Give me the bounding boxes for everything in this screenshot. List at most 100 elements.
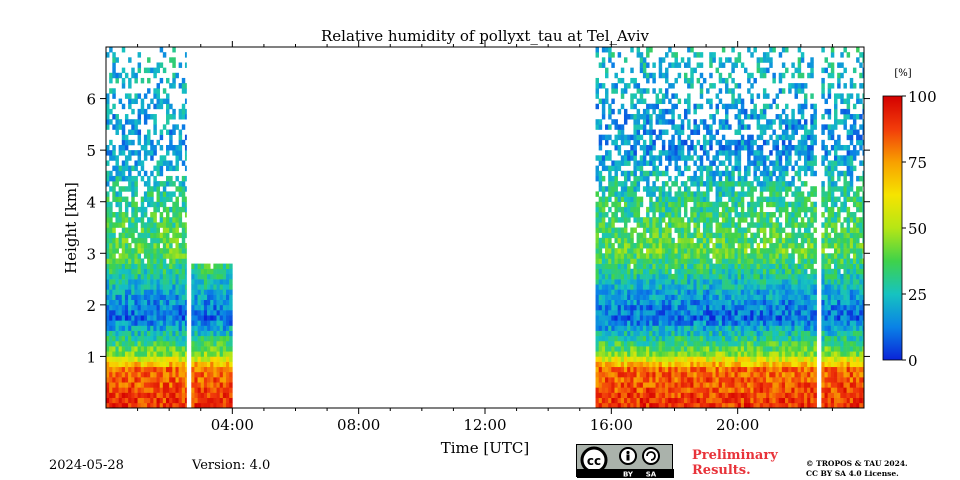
heatmap-cell	[671, 222, 675, 228]
heatmap-cell	[743, 67, 748, 74]
heatmap-cell	[595, 377, 599, 383]
heatmap-cell	[210, 320, 214, 326]
heatmap-cell	[598, 371, 603, 378]
heatmap-cell	[725, 371, 729, 378]
heatmap-cell	[598, 134, 603, 141]
heatmap-cell	[605, 377, 609, 383]
heatmap-cell	[693, 67, 697, 74]
heatmap-cell	[706, 181, 710, 187]
heatmap-cell	[605, 139, 609, 146]
heatmap-cell	[680, 150, 685, 156]
heatmap-cell	[652, 340, 656, 347]
heatmap-cell	[756, 294, 761, 300]
heatmap-cell	[172, 382, 176, 388]
heatmap-cell	[181, 186, 186, 192]
heatmap-cell	[762, 72, 767, 79]
heatmap-cell	[608, 402, 612, 409]
heatmap-cell	[677, 196, 682, 203]
heatmap-cell	[150, 212, 154, 218]
heatmap-cell	[737, 289, 742, 295]
heatmap-cell	[159, 346, 164, 352]
heatmap-cell	[106, 258, 110, 264]
heatmap-cell	[162, 356, 167, 362]
heatmap-cell	[207, 320, 211, 326]
heatmap-cell	[175, 279, 179, 285]
heatmap-cell	[665, 88, 669, 94]
heatmap-cell	[627, 330, 631, 337]
heatmap-cell	[709, 237, 713, 244]
heatmap-cell	[734, 212, 738, 218]
heatmap-cell	[772, 212, 776, 218]
heatmap-cell	[652, 129, 656, 135]
heatmap-cell	[121, 175, 126, 182]
heatmap-cell	[646, 242, 650, 249]
heatmap-cell	[636, 129, 641, 135]
heatmap-cell	[109, 304, 113, 311]
heatmap-cell	[630, 340, 634, 347]
heatmap-cell	[646, 258, 650, 264]
heatmap-cell	[124, 217, 129, 223]
heatmap-cell	[181, 77, 186, 84]
heatmap-cell	[156, 253, 160, 259]
heatmap-cell	[731, 206, 735, 213]
heatmap-cell	[712, 263, 716, 270]
heatmap-cell	[718, 160, 723, 166]
heatmap-cell	[598, 237, 603, 244]
heatmap-cell	[639, 175, 644, 182]
heatmap-cell	[683, 212, 688, 218]
heatmap-cell	[737, 124, 742, 130]
heatmap-cell	[611, 392, 615, 398]
heatmap-cell	[147, 217, 151, 223]
heatmap-cell	[772, 335, 776, 342]
heatmap-cell	[601, 361, 606, 368]
heatmap-cell	[627, 366, 631, 373]
heatmap-cell	[124, 237, 129, 244]
heatmap-cell	[112, 387, 116, 393]
heatmap-cell	[743, 165, 748, 172]
heatmap-cell	[639, 201, 644, 208]
heatmap-cell	[766, 361, 770, 368]
heatmap-cell	[226, 335, 230, 342]
heatmap-cell	[169, 258, 173, 264]
heatmap-cell	[699, 387, 704, 393]
heatmap-cell	[169, 279, 173, 285]
heatmap-cell	[137, 310, 142, 316]
heatmap-cell	[611, 346, 615, 352]
heatmap-cell	[134, 77, 138, 84]
heatmap-cell	[725, 170, 729, 177]
heatmap-cell	[140, 232, 145, 239]
heatmap-cell	[781, 165, 786, 172]
heatmap-cell	[175, 227, 179, 233]
heatmap-cell	[147, 340, 151, 347]
heatmap-cell	[226, 346, 230, 352]
heatmap-cell	[137, 155, 142, 161]
heatmap-cell	[140, 397, 145, 404]
heatmap-cell	[731, 93, 735, 99]
heatmap-cell	[687, 191, 691, 197]
heatmap-cell	[696, 242, 701, 249]
heatmap-cell	[674, 57, 678, 63]
heatmap-cell	[683, 299, 688, 306]
heatmap-cell	[184, 258, 187, 264]
heatmap-cell	[668, 279, 672, 285]
heatmap-cell	[147, 325, 151, 331]
heatmap-cell	[106, 325, 110, 331]
heatmap-cell	[740, 212, 745, 218]
heatmap-cell	[696, 212, 701, 218]
heatmap-cell	[140, 299, 145, 306]
heatmap-cell	[106, 279, 110, 285]
heatmap-cell	[721, 325, 726, 331]
heatmap-cell	[601, 222, 606, 228]
heatmap-cell	[696, 222, 701, 228]
heatmap-cell	[671, 237, 675, 244]
heatmap-cell	[778, 222, 783, 228]
heatmap-cell	[166, 279, 170, 285]
heatmap-cell	[646, 366, 650, 373]
heatmap-cell	[175, 289, 179, 295]
heatmap-cell	[124, 72, 129, 79]
heatmap-cell	[156, 206, 160, 213]
heatmap-cell	[175, 273, 179, 280]
heatmap-cell	[658, 356, 663, 362]
heatmap-cell	[668, 212, 672, 218]
heatmap-cell	[197, 310, 202, 316]
